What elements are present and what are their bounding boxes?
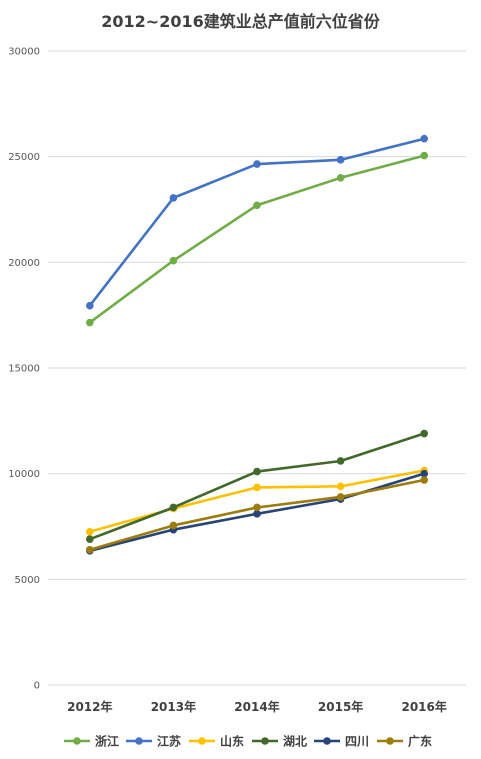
x-tick-label-2: 2014年	[234, 699, 279, 714]
y-tick-label-15000: 15000	[8, 364, 40, 375]
legend-label-2: 山东	[220, 734, 244, 749]
data-point-4-2	[253, 510, 261, 518]
data-point-3-0	[86, 535, 94, 543]
data-point-0-0	[86, 318, 94, 327]
legend-label-3: 湖北	[283, 734, 307, 749]
data-point-0-3	[336, 174, 345, 182]
data-point-0-2	[253, 201, 261, 210]
x-tick-label-0: 2012年	[67, 699, 112, 714]
x-tick-label-1: 2013年	[151, 699, 196, 714]
series-line-2	[88, 469, 426, 534]
legend-swatch-marker-1	[135, 737, 143, 745]
legend-swatch-marker-0	[73, 737, 81, 745]
data-point-3-4	[420, 429, 429, 438]
x-tick-label-3: 2015年	[318, 699, 363, 714]
data-point-1-3	[336, 156, 345, 164]
legend-swatch-marker-4	[323, 737, 331, 745]
data-point-1-0	[86, 301, 94, 310]
data-point-1-2	[253, 160, 261, 168]
y-tick-label-0: 0	[34, 681, 40, 692]
data-point-0-1	[169, 256, 178, 265]
x-tick-label-4: 2016年	[401, 699, 446, 714]
y-tick-label-10000: 10000	[8, 469, 40, 480]
data-point-5-2	[253, 503, 261, 512]
data-point-3-3	[336, 457, 345, 465]
data-point-1-1	[169, 194, 178, 202]
data-point-5-1	[169, 521, 178, 530]
legend-label-0: 浙江	[95, 734, 119, 749]
data-point-4-4	[420, 469, 429, 478]
y-tick-label-20000: 20000	[8, 258, 40, 269]
legend-swatch-marker-2	[198, 737, 206, 745]
data-point-2-0	[86, 527, 94, 536]
data-point-0-4	[420, 151, 429, 160]
legend-swatch-marker-5	[386, 737, 394, 745]
data-point-3-2	[253, 467, 261, 476]
y-tick-label-25000: 25000	[8, 152, 40, 163]
legend-swatch-marker-3	[261, 737, 269, 745]
data-point-2-3	[336, 482, 345, 491]
y-tick-label-30000: 30000	[8, 47, 40, 58]
data-point-3-1	[169, 503, 178, 512]
legend-label-4: 四川	[345, 735, 369, 749]
y-tick-label-5000: 5000	[15, 575, 40, 586]
data-point-5-4	[420, 476, 429, 484]
legend-label-1: 江苏	[157, 734, 181, 749]
data-point-1-4	[420, 134, 429, 143]
data-point-5-3	[336, 493, 345, 501]
legend-label-5: 广东	[408, 734, 432, 749]
data-point-5-0	[86, 545, 94, 554]
chart-title: 2012~2016建筑业总产值前六位省份	[101, 12, 380, 31]
data-point-2-2	[253, 483, 261, 492]
